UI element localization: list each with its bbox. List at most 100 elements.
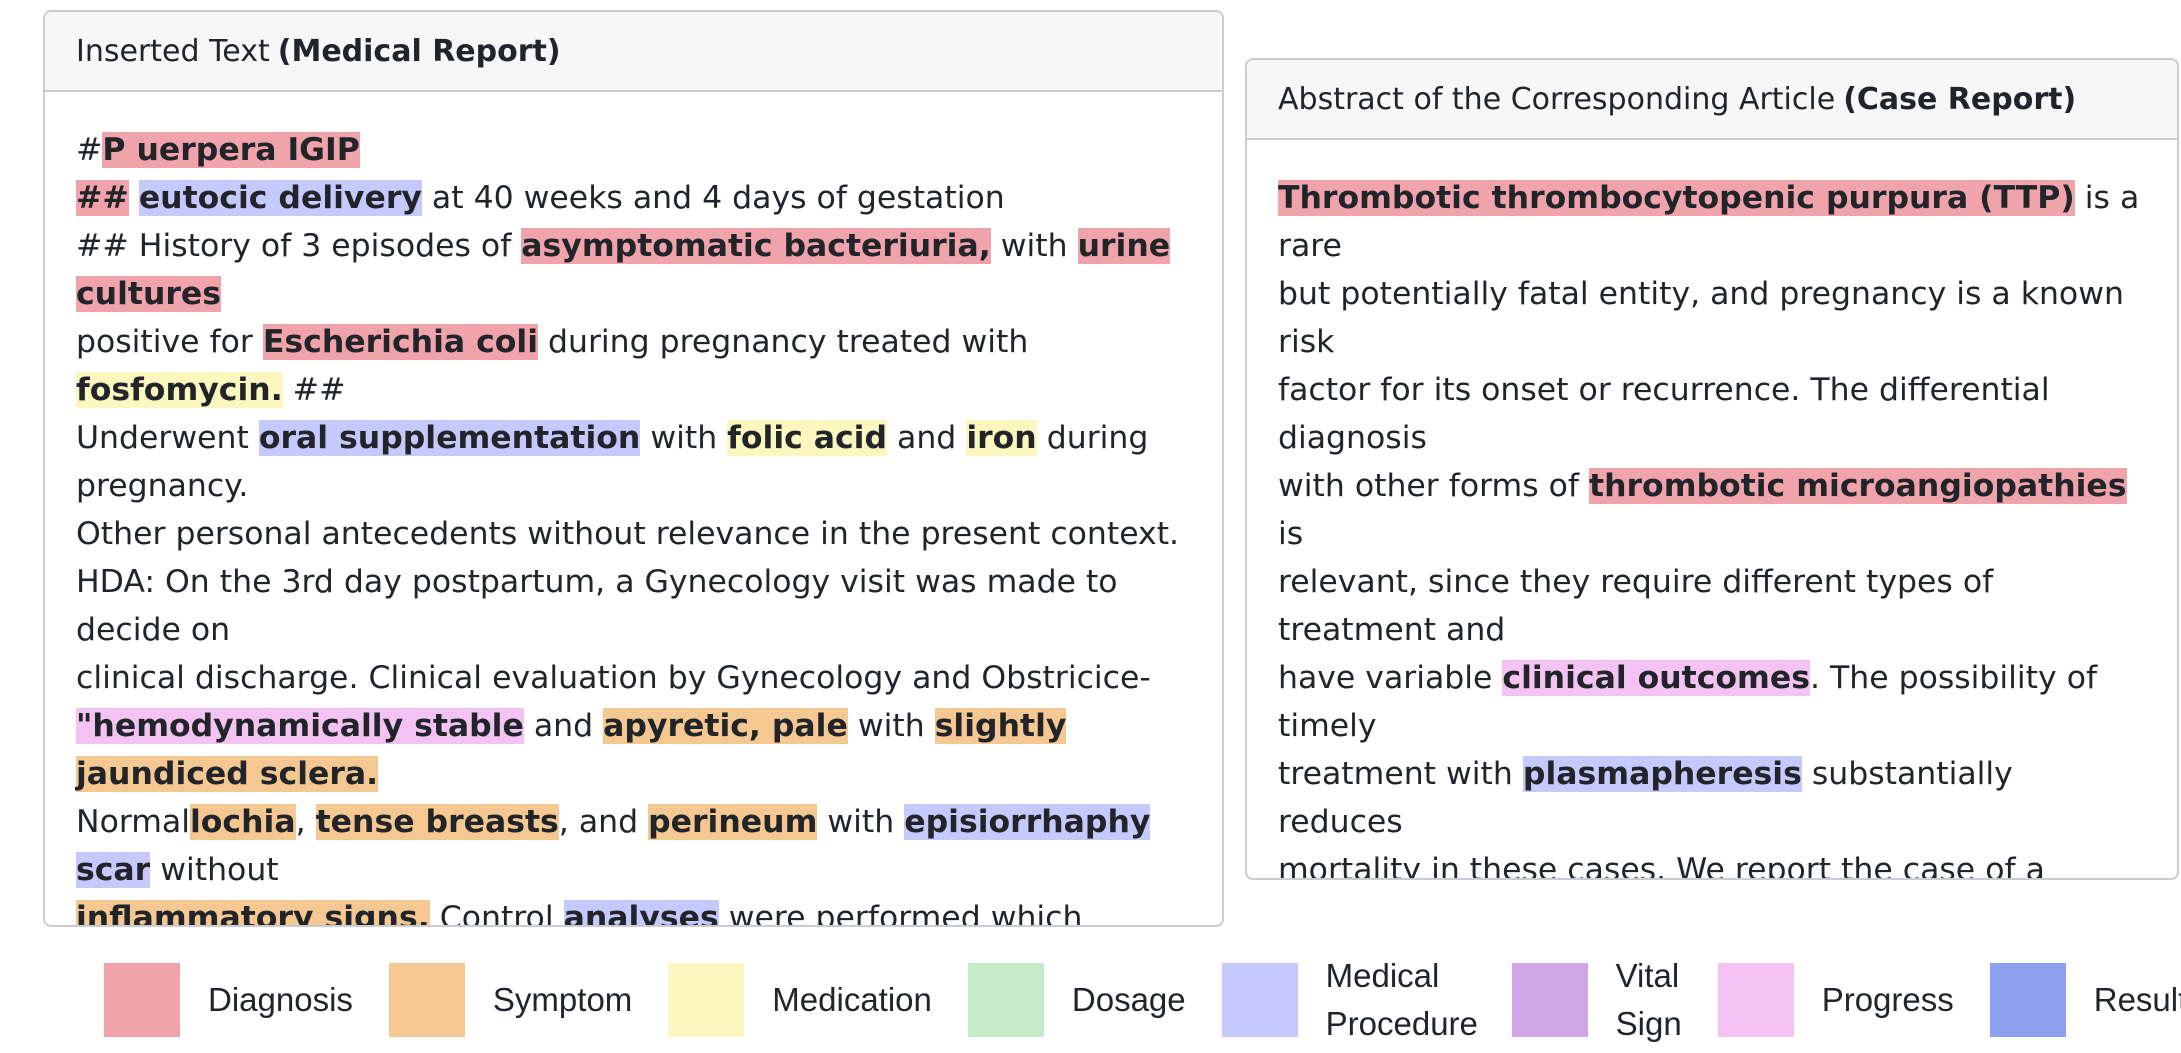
legend-item: Medical Procedure (1221, 952, 1478, 1048)
text-segment: with (990, 228, 1078, 264)
text-segment: , (295, 804, 316, 840)
article-abstract-card: Abstract of the Corresponding Article (C… (1245, 58, 2179, 880)
diagnosis-highlight: P uerpera IGIP (102, 132, 360, 168)
diagnosis-highlight: thrombotic microangiopathies (1589, 468, 2127, 504)
text-segment: mortality in these cases. We report the … (1278, 852, 2045, 880)
text-segment: relevant, since they require different t… (1278, 564, 1994, 648)
text-segment: substantially reduces (1278, 756, 2013, 840)
text-line: Underwent oral supplementation with foli… (76, 414, 1191, 510)
text-segment: ## History of 3 episodes of (76, 228, 522, 264)
text-segment: were performed which revealed (728, 900, 1083, 927)
text-line: have variable clinical outcomes. The pos… (1278, 654, 2146, 750)
text-segment: with other forms of (1278, 468, 1590, 504)
legend-swatch (1989, 963, 2066, 1037)
text-segment: Control (429, 900, 564, 927)
legend-item: Vital Sign (1511, 952, 1682, 1048)
legend-label: Result (2093, 981, 2181, 1018)
symptom-highlight: perineum (648, 804, 818, 840)
medication-highlight: iron (966, 420, 1037, 456)
medical-procedure-highlight: oral supplementation (258, 420, 641, 456)
text-segment: Other personal antecedents without relev… (76, 516, 1180, 552)
medical-report-card: Inserted Text (Medical Report) #P uerper… (43, 10, 1224, 927)
diagnosis-highlight: Thrombotic thrombocytopenic purpura (TTP… (1278, 180, 2075, 216)
text-line: but potentially fatal entity, and pregna… (1278, 270, 2146, 366)
text-segment: have variable (1278, 660, 1503, 696)
text-line: factor for its onset or recurrence. The … (1278, 366, 2146, 462)
text-segment: factor for its onset or recurrence. The … (1278, 372, 2050, 456)
legend-label: Vital Sign (1615, 957, 1682, 1042)
text-line: HDA: On the 3rd day postpartum, a Gyneco… (76, 558, 1191, 654)
diagnosis-highlight: ## (76, 180, 129, 216)
legend-label: Progress (1821, 981, 1954, 1018)
text-line: with other forms of thrombotic microangi… (1278, 462, 2146, 558)
text-segment: Underwent (76, 420, 259, 456)
legend-swatch (668, 963, 745, 1037)
legend-label: Symptom (492, 981, 633, 1018)
legend-swatch (1717, 963, 1794, 1037)
text-segment: HDA: On the 3rd day postpartum, a Gyneco… (76, 564, 1118, 648)
text-line: #P uerpera IGIP (76, 126, 1191, 174)
text-line: Other personal antecedents without relev… (76, 510, 1191, 558)
text-line: Normallochia, tense breasts, and perineu… (76, 798, 1191, 894)
legend-swatch (104, 963, 180, 1037)
legend-swatch (388, 963, 465, 1037)
text-segment: is (1278, 516, 1304, 552)
text-segment (129, 180, 139, 216)
symptom-highlight: apyretic, pale (603, 708, 848, 744)
legend-label: Diagnosis (208, 981, 353, 1018)
medical-report-header: Inserted Text (Medical Report) (45, 12, 1222, 92)
legend-item: Dosage (967, 963, 1186, 1037)
text-segment: is a rare (1278, 180, 2140, 264)
card-title: Abstract of the Corresponding Article (1278, 81, 1836, 117)
card-subtitle: (Medical Report) (277, 33, 561, 69)
progress-highlight: "hemodynamically stable (76, 708, 524, 744)
legend-label: Dosage (1071, 981, 1186, 1018)
text-line: treatment with plasmapheresis substantia… (1278, 750, 2146, 846)
legend-item: Result (1989, 963, 2181, 1037)
medication-highlight: folic acid (727, 420, 888, 456)
medical-procedure-highlight: eutocic delivery (138, 180, 422, 216)
text-segment: . The possibility of timely (1278, 660, 2098, 744)
text-line: inflammatory signs. Control analyses wer… (76, 894, 1191, 927)
text-segment: with (640, 420, 728, 456)
text-segment: at 40 weeks and 4 days of gestation (421, 180, 1005, 216)
text-segment: with (847, 708, 935, 744)
text-segment: , and (558, 804, 649, 840)
card-title: Inserted Text (76, 33, 270, 69)
article-abstract-text: Thrombotic thrombocytopenic purpura (TTP… (1247, 140, 2177, 880)
article-abstract-header: Abstract of the Corresponding Article (C… (1247, 60, 2177, 140)
symptom-highlight: inflammatory signs. (76, 900, 430, 925)
legend-swatch (1221, 963, 1298, 1037)
text-segment: ## (282, 372, 346, 408)
text-line: relevant, since they require different t… (1278, 558, 2146, 654)
legend-swatch (1511, 963, 1588, 1037)
diagnosis-highlight: Escherichia coli (262, 324, 538, 360)
text-segment: # (76, 132, 103, 168)
text-segment: and (887, 420, 967, 456)
legend-label: Medical Procedure (1325, 957, 1478, 1042)
text-line: mortality in these cases. We report the … (1278, 846, 2146, 880)
text-line: clinical discharge. Clinical evaluation … (76, 654, 1191, 702)
legend-label: Medication (772, 981, 932, 1018)
entity-legend: Diagnosis Symptom Medication Dosage Medical … (104, 952, 2181, 1048)
medication-highlight: fosfomycin. (76, 372, 283, 408)
text-segment: without (150, 852, 279, 888)
legend-item: Medication (668, 963, 932, 1037)
symptom-highlight: tense breasts (315, 804, 559, 840)
text-line: Thrombotic thrombocytopenic purpura (TTP… (1278, 174, 2146, 270)
text-line: ## History of 3 episodes of asymptomatic… (76, 222, 1191, 318)
text-segment: Normal (76, 804, 190, 840)
legend-swatch (967, 963, 1044, 1037)
text-segment: with (817, 804, 905, 840)
medical-report-text: #P uerpera IGIP ## eutocic delivery at 40… (45, 92, 1222, 927)
legend-item: Progress (1717, 963, 1954, 1037)
text-segment: treatment with (1278, 756, 1523, 792)
legend-item: Symptom (388, 963, 633, 1037)
symptom-highlight: lochia (189, 804, 296, 840)
text-line: "hemodynamically stable and apyretic, pa… (76, 702, 1191, 798)
text-segment: but potentially fatal entity, and pregna… (1278, 276, 2124, 360)
text-segment: during pregnancy. (76, 420, 1149, 504)
medical-procedure-highlight: plasmapheresis (1522, 756, 1802, 792)
progress-highlight: clinical outcomes (1502, 660, 1810, 696)
text-line: positive for Escherichia coli during pre… (76, 318, 1191, 414)
